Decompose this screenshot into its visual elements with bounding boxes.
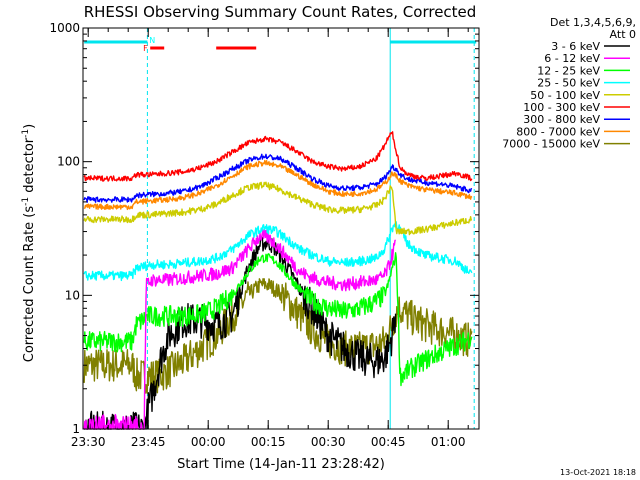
axes-layer: 1 10 100 1000 23:30 23:45 00:00 00:15 00:30 00:45… — [49, 21, 480, 449]
x-tick-label-5: 00:45 — [371, 435, 406, 449]
legend-label-1: 6 - 12 keV — [544, 52, 600, 65]
footer-timestamp: 13-Oct-2021 18:18 — [560, 468, 636, 477]
y-axis-label-main: Corrected Count Rate (s — [22, 206, 37, 363]
series-line-3 — [83, 221, 473, 282]
series-line-2 — [83, 252, 473, 387]
legend-label-6: 300 - 800 keV — [523, 113, 600, 126]
plot-area — [83, 28, 479, 429]
legend-label-7: 800 - 7000 keV — [516, 125, 600, 138]
flag-label-f: F — [143, 44, 148, 53]
y-tick-label-1: 10 — [65, 288, 80, 302]
x-tick-label-0: 23:30 — [71, 435, 106, 449]
x-tick-label-2: 00:00 — [191, 435, 226, 449]
series-line-8 — [83, 278, 473, 395]
legend-label-0: 3 - 6 keV — [551, 40, 600, 53]
legend-header-1: Att 0 — [610, 28, 636, 41]
annotation-layer: FN — [84, 28, 477, 429]
series-line-7 — [83, 159, 473, 211]
series-line-5 — [83, 131, 473, 182]
y-axis-label-sup2: -1 — [21, 129, 31, 138]
plot-background — [83, 28, 479, 429]
x-tick-label-3: 00:15 — [251, 435, 286, 449]
y-tick-label-0: 1 — [72, 422, 80, 436]
series-layer — [83, 131, 473, 430]
y-tick-label-3: 1000 — [49, 21, 80, 35]
legend-label-2: 12 - 25 keV — [537, 64, 600, 77]
legend-header-0: Det 1,3,4,5,6,9, — [550, 16, 636, 29]
x-axis-label: Start Time (14-Jan-11 23:28:42) — [177, 457, 385, 472]
series-line-0 — [84, 235, 397, 430]
x-tick-label-6: 01:00 — [431, 435, 466, 449]
legend-label-5: 100 - 300 keV — [523, 101, 600, 114]
chart-title: RHESSI Observing Summary Count Rates, Co… — [84, 3, 477, 21]
flag-label-n: N — [149, 36, 155, 45]
series-line-6 — [83, 153, 473, 203]
legend-label-3: 25 - 50 keV — [537, 77, 600, 90]
x-tick-label-4: 00:30 — [311, 435, 346, 449]
x-tick-label-1: 23:45 — [131, 435, 166, 449]
y-axis-label-end: ) — [22, 124, 37, 129]
series-line-1 — [83, 229, 397, 430]
y-axis-label: Corrected Count Rate (s-1 detector-1) — [21, 124, 37, 362]
y-axis-label-mid: detector — [22, 137, 37, 197]
legend-label-8: 7000 - 15000 keV — [502, 138, 600, 151]
plot-frame — [82, 27, 480, 430]
legend-label-4: 50 - 100 keV — [530, 89, 600, 102]
y-axis-label-sup1: -1 — [21, 197, 31, 206]
y-tick-label-2: 100 — [57, 155, 80, 169]
series-line-4 — [83, 181, 473, 236]
